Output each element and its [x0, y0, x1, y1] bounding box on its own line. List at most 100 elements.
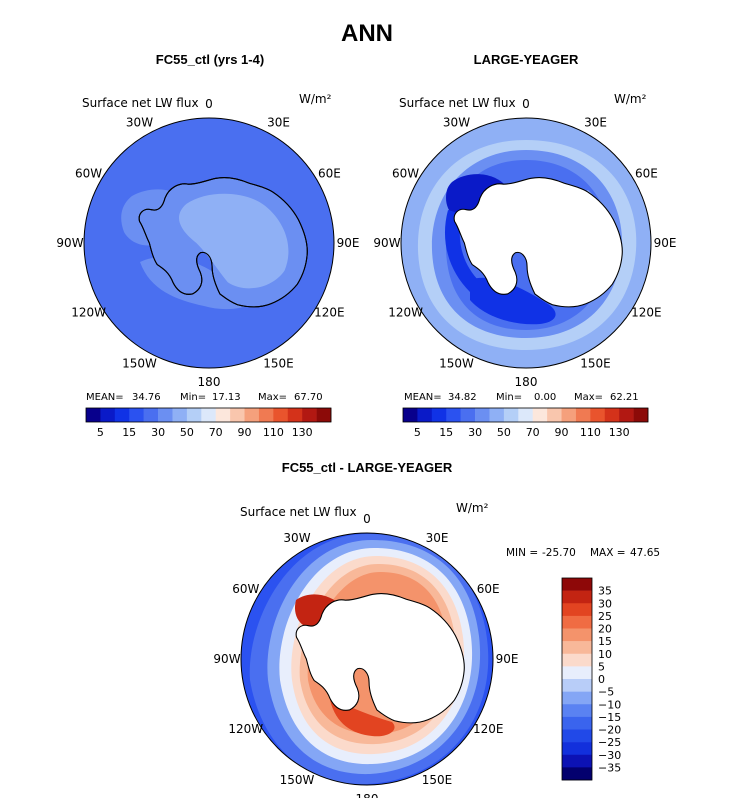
colorbar-swatch — [143, 408, 159, 422]
lon-label: 120E — [473, 722, 504, 736]
colorbar-tick: 30 — [598, 597, 612, 610]
colorbar-swatch — [518, 408, 533, 422]
colorbar-tick: −35 — [598, 761, 621, 774]
lon-label: 150E — [580, 356, 611, 370]
colorbar-swatch — [562, 578, 592, 591]
colorbar-swatch — [460, 408, 476, 422]
colorbar-swatch — [475, 408, 490, 422]
stat-max: 62.21 — [610, 392, 639, 403]
lon-label: 90W — [56, 236, 83, 250]
colorbar-swatch — [562, 628, 592, 642]
lon-label: 150W — [122, 356, 157, 370]
colorbar-tick: 90 — [555, 426, 569, 439]
colorbar-tick: −5 — [598, 686, 614, 699]
map-field — [401, 118, 651, 368]
colorbar-tick: 30 — [151, 426, 165, 439]
colorbar-swatch — [562, 590, 592, 604]
lon-label: 120W — [388, 306, 423, 320]
stat-min-label: Min= — [180, 392, 206, 403]
colorbar-tick: 130 — [292, 426, 313, 439]
stat-mean: 34.76 — [132, 392, 161, 403]
colorbar-swatch — [562, 704, 592, 718]
interior-zone — [179, 193, 289, 289]
map-field — [84, 118, 334, 368]
lon-label: 90E — [337, 236, 360, 250]
lon-label: 180 — [198, 375, 221, 389]
lon-label: 60E — [318, 167, 341, 181]
colorbar-swatch — [562, 767, 592, 781]
colorbar-swatch — [562, 679, 592, 692]
colorbar-swatch — [575, 408, 591, 422]
ross-deep — [470, 277, 556, 325]
colorbar-frame — [402, 407, 649, 423]
colorbar-swatch — [129, 408, 144, 422]
units-label: W/m² — [456, 501, 489, 515]
colorbar-tick: 70 — [209, 426, 223, 439]
colorbar-swatch — [561, 408, 577, 422]
lon-label: 90E — [496, 652, 519, 666]
colorbar-swatch — [172, 408, 188, 422]
map-border — [83, 117, 335, 369]
colorbar-swatch — [562, 729, 592, 743]
lon-label: 30W — [126, 116, 153, 130]
map-border — [400, 117, 652, 369]
lon-label: 30W — [283, 531, 310, 545]
colorbar-tick: −20 — [598, 724, 621, 737]
panel-fc55-ctl: FC55_ctl (yrs 1-4) Surface net LW flux W… — [56, 52, 359, 439]
colorbar-tick: 35 — [598, 585, 612, 598]
colorbar-swatch — [114, 408, 130, 422]
colorbar-swatch — [302, 408, 317, 422]
colorbar-tick: 5 — [414, 426, 421, 439]
lon-label: 60W — [232, 582, 259, 596]
colorbar-tick: 20 — [598, 623, 612, 636]
colorbar-tick: 110 — [263, 426, 284, 439]
lon-label: 30E — [267, 116, 290, 130]
stat-mean-label: MEAN= — [86, 392, 124, 403]
lon-labels: 0 30E 60E 90E 120E 150E 180 150W 120W 90W 60W 30W — [373, 97, 676, 389]
panel-title: FC55_ctl (yrs 1-4) — [156, 52, 264, 67]
panel-title: LARGE-YEAGER — [474, 52, 579, 67]
colorbar-swatch — [562, 615, 592, 629]
colorbar-swatch — [215, 408, 231, 422]
panel-title: FC55_ctl - LARGE-YEAGER — [282, 460, 453, 475]
stat-min: 17.13 — [212, 392, 241, 403]
colorbar-tick: −30 — [598, 749, 621, 762]
figure-title: ANN — [341, 20, 393, 47]
colorbar-frame — [561, 577, 593, 781]
min-value: -25.70 — [542, 547, 576, 559]
stat-max-label: Max= — [258, 392, 287, 403]
lon-label: 0 — [205, 97, 213, 111]
colorbar-tick: 5 — [598, 660, 605, 673]
colorbar-swatch — [489, 408, 505, 422]
colorbar-swatch — [590, 408, 606, 422]
colorbar: 5 15 30 50 70 90 110 130 — [85, 407, 332, 439]
map-border — [240, 532, 494, 786]
colorbar-swatch — [503, 408, 519, 422]
colorbar-tick: 15 — [439, 426, 453, 439]
lon-label: 90W — [213, 652, 240, 666]
colorbar-swatch — [604, 408, 620, 422]
lon-label: 30E — [426, 531, 449, 545]
lon-label: 60E — [635, 167, 658, 181]
lon-label: 150W — [280, 773, 315, 787]
variable-label: Surface net LW flux — [399, 96, 516, 110]
units-label: W/m² — [299, 92, 332, 106]
colorbar: 5 15 30 50 70 90 110 130 — [402, 407, 649, 439]
coast-deep — [444, 210, 480, 292]
colorbar-swatch — [273, 408, 289, 422]
colorbar-swatch — [201, 408, 216, 422]
lon-label: 120W — [71, 306, 106, 320]
colorbar-tick: 70 — [526, 426, 540, 439]
colorbar-tick: 50 — [180, 426, 194, 439]
colorbar-frame — [85, 407, 332, 423]
panel-difference: FC55_ctl - LARGE-YEAGER Surface net LW f… — [213, 460, 660, 798]
colorbar-swatch — [562, 641, 592, 655]
colorbar-swatch — [562, 754, 592, 768]
colorbar-swatch — [244, 408, 260, 422]
lon-label: 30W — [443, 116, 470, 130]
colorbar-tick: 90 — [238, 426, 252, 439]
units-label: W/m² — [614, 92, 647, 106]
lon-label: 60W — [392, 167, 419, 181]
colorbar-tick: 130 — [609, 426, 630, 439]
